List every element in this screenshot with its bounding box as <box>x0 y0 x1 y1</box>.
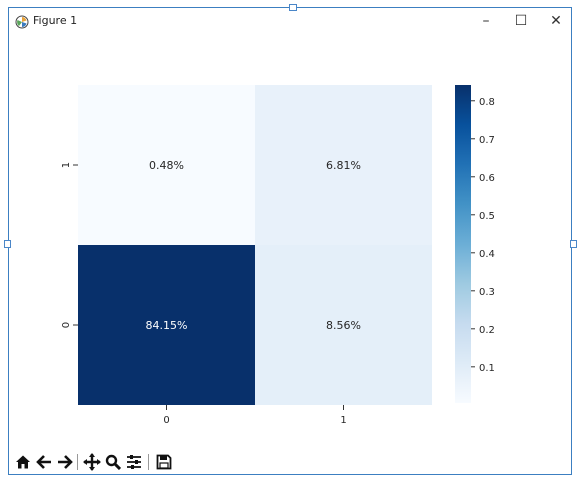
heatmap-cell <box>255 245 432 405</box>
back-arrow-icon <box>36 455 51 469</box>
maximize-button[interactable]: ☐ <box>506 10 536 32</box>
pan-icon <box>83 453 101 471</box>
colorbar-tick-label: 0.4 <box>479 249 495 260</box>
save-button[interactable] <box>154 451 174 473</box>
heatmap-chart: 0.48% 6.81% 84.15% 8.56% 1 0 0 1 0.1 0.2 0.3 0.4 0.5… <box>61 85 495 426</box>
back-button[interactable] <box>34 451 54 473</box>
window-title: Figure 1 <box>33 14 78 27</box>
toolbar-separator <box>77 454 78 470</box>
resize-handle-right[interactable] <box>570 240 577 248</box>
colorbar-tick-label: 0.6 <box>479 173 495 184</box>
colorbar-tick-label: 0.2 <box>479 325 495 336</box>
colorbar-tick-label: 0.7 <box>479 135 495 146</box>
cell-label: 8.56% <box>326 319 361 332</box>
colorbar-tick-label: 0.3 <box>479 287 495 298</box>
cell-label: 6.81% <box>326 159 361 172</box>
heatmap-cell <box>78 85 255 245</box>
forward-button[interactable] <box>55 451 75 473</box>
figure-canvas[interactable]: 0.48% 6.81% 84.15% 8.56% 1 0 0 1 0.1 0.2 0.3 0.4 0.5… <box>9 36 571 448</box>
save-icon <box>156 454 172 470</box>
zoom-icon <box>105 454 121 470</box>
colorbar <box>455 85 471 403</box>
colorbar-tick-label: 0.1 <box>479 363 495 374</box>
cell-label: 84.15% <box>146 319 188 332</box>
minimize-icon: – <box>482 13 490 29</box>
colorbar-tick-label: 0.5 <box>479 211 495 222</box>
toolbar-separator <box>148 454 149 470</box>
cell-label: 0.48% <box>149 159 184 172</box>
colorbar-tick-label: 0.8 <box>479 97 495 108</box>
y-tick-label: 0 <box>61 322 72 328</box>
zoom-button[interactable] <box>103 451 123 473</box>
forward-arrow-icon <box>58 455 73 469</box>
resize-handle-left[interactable] <box>4 240 11 248</box>
home-icon <box>16 455 30 469</box>
minimize-button[interactable]: – <box>471 10 501 32</box>
maximize-icon: ☐ <box>514 13 528 29</box>
close-icon: ✕ <box>550 13 562 29</box>
matplotlib-logo-icon <box>15 14 29 29</box>
pan-button[interactable] <box>82 451 102 473</box>
heatmap-cell <box>78 245 255 405</box>
y-tick-label: 1 <box>61 162 72 168</box>
resize-handle-top[interactable] <box>289 4 297 11</box>
x-tick-label: 0 <box>163 415 169 426</box>
x-tick-label: 1 <box>340 415 346 426</box>
title-bar[interactable]: Figure 1 – ☐ ✕ <box>9 8 571 36</box>
close-button[interactable]: ✕ <box>541 10 571 32</box>
subplots-icon <box>127 455 141 469</box>
subplots-button[interactable] <box>124 451 144 473</box>
home-button[interactable] <box>13 451 33 473</box>
navigation-toolbar <box>9 448 571 475</box>
heatmap-cell <box>255 85 432 245</box>
